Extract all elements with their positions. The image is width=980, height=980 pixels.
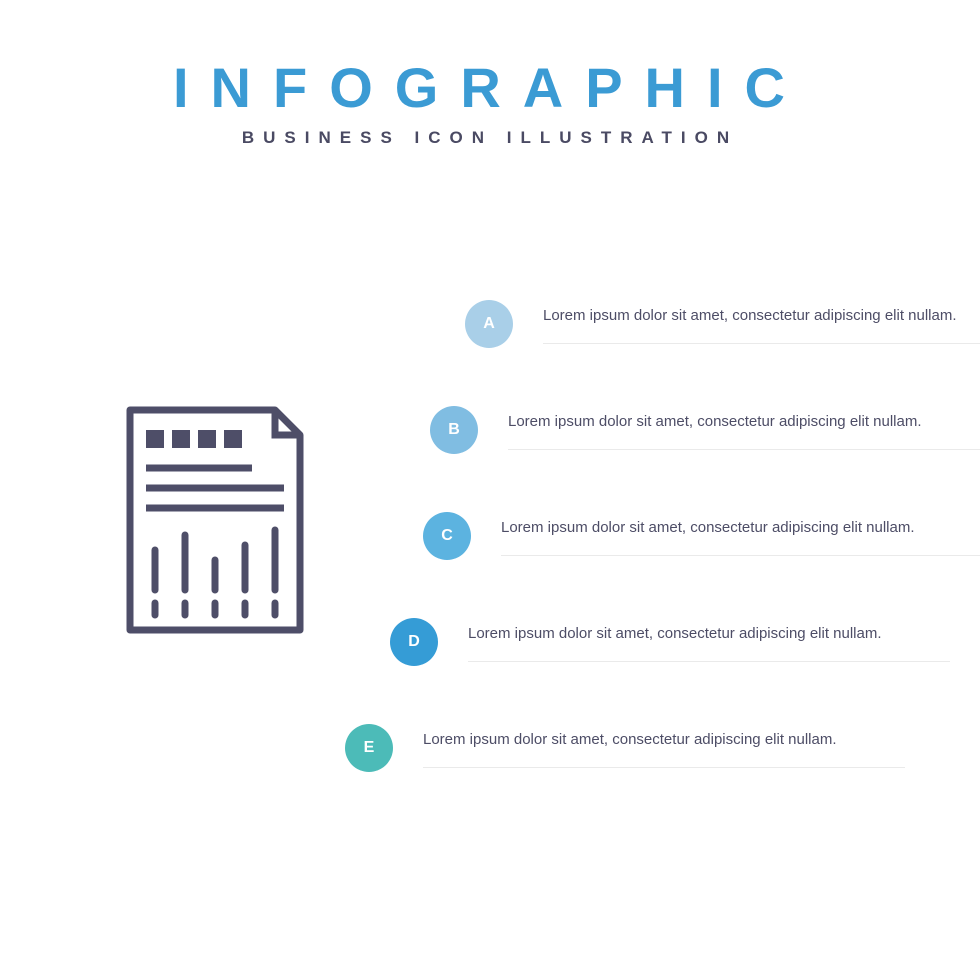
step-text-wrap: Lorem ipsum dolor sit amet, consectetur … (543, 304, 980, 344)
step-item: C Lorem ipsum dolor sit amet, consectetur… (423, 512, 980, 560)
step-item: E Lorem ipsum dolor sit amet, consectetur… (345, 724, 905, 772)
page-title: INFOGRAPHIC (0, 55, 980, 120)
step-text: Lorem ipsum dolor sit amet, consectetur … (468, 622, 950, 645)
step-text-wrap: Lorem ipsum dolor sit amet, consectetur … (501, 516, 980, 556)
step-text-wrap: Lorem ipsum dolor sit amet, consectetur … (508, 410, 980, 450)
step-item: B Lorem ipsum dolor sit amet, consectetur… (430, 406, 980, 454)
step-text-wrap: Lorem ipsum dolor sit amet, consectetur … (468, 622, 950, 662)
step-text: Lorem ipsum dolor sit amet, consectetur … (501, 516, 980, 539)
document-icon (120, 400, 310, 645)
step-circle: B (430, 406, 478, 454)
step-item: A Lorem ipsum dolor sit amet, consectetur… (465, 300, 980, 348)
step-circle: D (390, 618, 438, 666)
header: INFOGRAPHIC BUSINESS ICON ILLUSTRATION (0, 0, 980, 148)
step-text: Lorem ipsum dolor sit amet, consectetur … (543, 304, 980, 327)
step-circle: C (423, 512, 471, 560)
step-text: Lorem ipsum dolor sit amet, consectetur … (508, 410, 980, 433)
step-circle: E (345, 724, 393, 772)
step-text-wrap: Lorem ipsum dolor sit amet, consectetur … (423, 728, 905, 768)
step-circle: A (465, 300, 513, 348)
page-subtitle: BUSINESS ICON ILLUSTRATION (0, 128, 980, 148)
step-text: Lorem ipsum dolor sit amet, consectetur … (423, 728, 905, 751)
step-item: D Lorem ipsum dolor sit amet, consectetur… (390, 618, 950, 666)
main-content: A Lorem ipsum dolor sit amet, consectetur… (0, 300, 980, 900)
